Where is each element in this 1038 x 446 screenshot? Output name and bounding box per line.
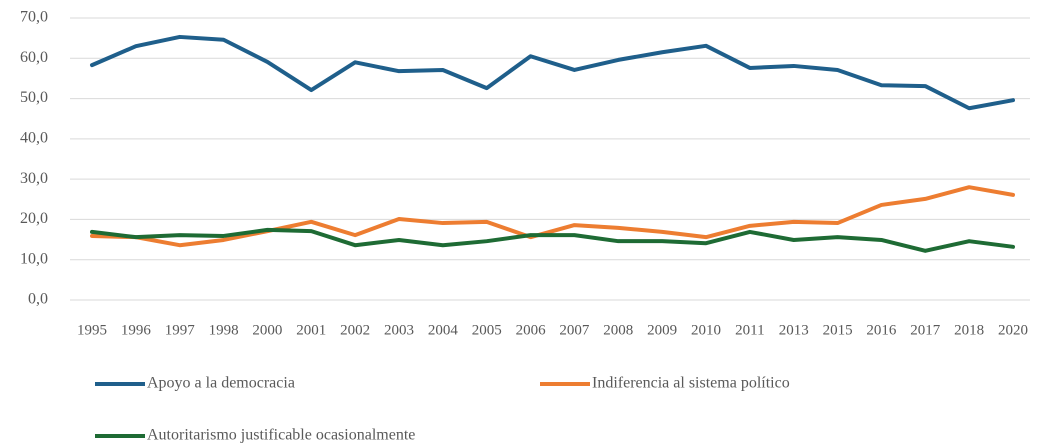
x-tick-label: 2001	[296, 322, 326, 338]
x-tick-label: 2005	[472, 322, 502, 338]
x-tick-label: 1997	[165, 322, 196, 338]
legend-label: Apoyo a la democracia	[147, 375, 295, 392]
series-line	[90, 227, 1015, 253]
y-tick-label: 0,0	[28, 291, 48, 308]
x-tick-label: 2003	[384, 322, 414, 338]
y-tick-label: 50,0	[20, 89, 48, 106]
x-tick-label: 2002	[340, 322, 370, 338]
x-tick-label: 2010	[691, 322, 721, 338]
series-line	[90, 34, 1015, 111]
x-tick-label: 2004	[428, 322, 459, 338]
x-tick-label: 2000	[252, 322, 282, 338]
y-tick-label: 30,0	[20, 170, 48, 187]
x-tick-label: 2017	[910, 322, 941, 338]
x-tick-label: 2011	[735, 322, 764, 338]
legend-label: Indiferencia al sistema político	[592, 375, 790, 392]
x-tick-label: 2013	[779, 322, 809, 338]
x-tick-label: 1996	[121, 322, 152, 338]
x-tick-label: 2016	[866, 322, 897, 338]
y-tick-label: 10,0	[20, 250, 48, 267]
legend-label: Autoritarismo justificable ocasionalment…	[147, 427, 415, 444]
x-tick-label: 1995	[77, 322, 107, 338]
y-tick-label: 70,0	[20, 9, 48, 26]
x-tick-label: 2020	[998, 322, 1028, 338]
x-tick-label: 2009	[647, 322, 677, 338]
x-tick-label: 2006	[516, 322, 547, 338]
series-line	[90, 185, 1015, 248]
x-tick-label: 2015	[823, 322, 853, 338]
x-tick-label: 2007	[559, 322, 590, 338]
x-tick-label: 2018	[954, 322, 984, 338]
x-tick-label: 2008	[603, 322, 633, 338]
y-tick-label: 40,0	[20, 130, 48, 147]
y-tick-label: 60,0	[20, 49, 48, 66]
y-tick-label: 20,0	[20, 210, 48, 227]
x-tick-label: 1998	[209, 322, 239, 338]
